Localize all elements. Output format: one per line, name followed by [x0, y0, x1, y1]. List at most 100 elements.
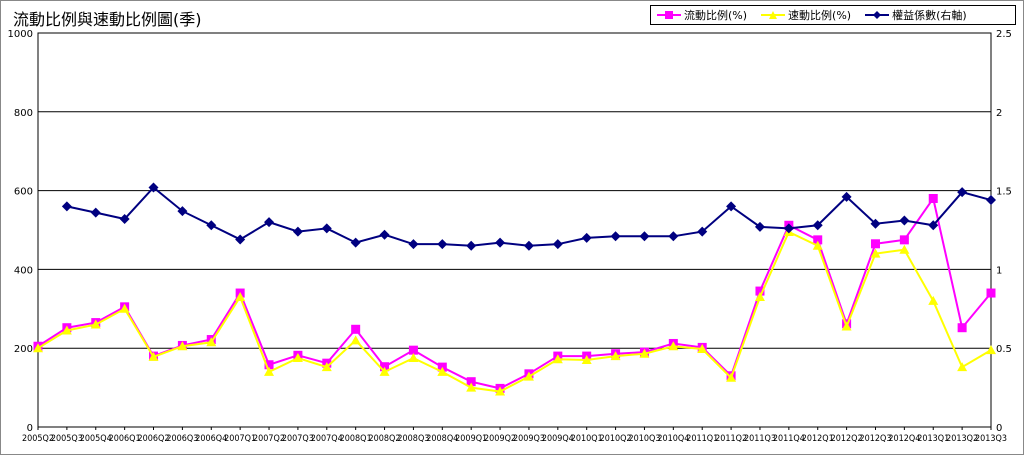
data-point-quick: [928, 295, 939, 305]
x-tick-label: 2011Q1: [686, 434, 718, 444]
data-point-quick: [754, 291, 765, 301]
data-point-quick: [812, 240, 823, 250]
data-point-quick: [119, 303, 130, 313]
x-tick-label: 2013Q1: [917, 434, 949, 444]
x-tick-label: 2008Q2: [369, 434, 401, 444]
data-point-quick: [437, 366, 448, 376]
x-tick-label: 2009Q1: [455, 434, 487, 444]
x-tick-label: 2006Q4: [195, 434, 227, 444]
data-point-quick: [986, 345, 996, 355]
data-point-equity: [552, 239, 563, 250]
data-point-quick: [841, 321, 852, 331]
data-point-quick: [264, 366, 275, 376]
data-point-current: [264, 360, 274, 370]
data-point-equity: [321, 223, 332, 234]
left-tick-label: 600: [14, 187, 33, 198]
left-tick-label: 200: [14, 344, 33, 355]
data-point-quick: [33, 343, 43, 353]
right-tick-label: 0.5: [996, 344, 1012, 355]
plot-area: [37, 32, 992, 428]
data-point-equity: [639, 231, 650, 242]
data-point-quick: [235, 291, 246, 301]
data-point-equity: [177, 206, 188, 217]
data-point-quick: [870, 248, 881, 258]
x-tick-label: 2005Q2: [22, 434, 54, 444]
x-tick-label: 2013Q3: [975, 434, 1007, 444]
data-point-current: [408, 345, 418, 355]
data-point-equity: [264, 217, 275, 228]
data-point-quick: [899, 244, 910, 254]
right-tick-label: 1: [996, 265, 1002, 276]
legend-swatch-current: [657, 10, 681, 20]
data-point-current: [755, 286, 765, 296]
chart-title: 流動比例與速動比例圖(季): [13, 10, 202, 29]
legend-item-quick: 速動比例(%): [761, 7, 851, 23]
data-point-equity: [379, 229, 390, 240]
series-line-3: [66, 186, 992, 247]
x-tick-label: 2005Q3: [51, 434, 83, 444]
data-point-quick: [148, 351, 159, 361]
right-tick-label: 2.5: [996, 29, 1012, 40]
data-point-quick: [639, 348, 650, 358]
data-point-quick: [408, 353, 419, 363]
legend-label-equity: 權益係數(右軸): [892, 9, 967, 22]
x-tick-label: 2010Q2: [600, 434, 632, 444]
data-point-current: [899, 235, 909, 245]
data-point-current: [870, 239, 880, 249]
data-point-quick: [177, 341, 188, 351]
right-tick-label: 2: [996, 108, 1002, 119]
data-point-equity: [957, 187, 968, 198]
legend-label-current: 流動比例(%): [684, 9, 748, 22]
data-point-quick: [379, 366, 390, 376]
legend-item-equity: 權益係數(右軸): [865, 7, 967, 23]
x-tick-label: 2012Q1: [802, 434, 834, 444]
data-point-quick: [726, 372, 737, 382]
data-point-equity: [408, 239, 419, 250]
data-point-current: [380, 362, 390, 372]
x-tick-label: 2011Q4: [773, 434, 805, 444]
data-point-equity: [495, 237, 506, 248]
data-point-equity: [928, 220, 939, 231]
data-point-equity: [841, 191, 852, 202]
data-point-current: [466, 377, 476, 387]
data-point-equity: [350, 237, 361, 248]
data-point-equity: [119, 213, 130, 224]
data-point-equity: [90, 207, 101, 218]
legend: 流動比例(%) 速動比例(%) 權益係數(右軸): [650, 5, 1016, 25]
data-point-quick: [61, 325, 72, 335]
left-tick-label: 800: [14, 108, 33, 119]
x-tick-label: 2006Q1: [109, 434, 141, 444]
data-point-quick: [321, 362, 332, 372]
x-tick-label: 2009Q2: [484, 434, 516, 444]
x-tick-label: 2012Q4: [888, 434, 920, 444]
x-tick-label: 2010Q4: [657, 434, 689, 444]
data-point-equity: [668, 231, 679, 242]
x-tick-label: 2008Q3: [397, 434, 429, 444]
data-point-quick: [697, 343, 708, 353]
x-tick-label: 2010Q1: [571, 434, 603, 444]
x-tick-label: 2007Q3: [282, 434, 314, 444]
data-point-quick: [668, 341, 679, 351]
x-tick-label: 2013Q2: [946, 434, 978, 444]
legend-item-current: 流動比例(%): [657, 7, 747, 23]
data-point-current: [957, 323, 967, 333]
data-point-equity: [754, 221, 765, 232]
data-point-current: [813, 235, 823, 245]
data-point-current: [351, 324, 361, 334]
x-tick-label: 2011Q3: [744, 434, 776, 444]
right-tick-label: 0: [996, 423, 1002, 434]
series-line-2: [37, 230, 992, 393]
data-point-equity: [697, 226, 708, 237]
legend-swatch-equity: [865, 10, 890, 20]
legend-label-quick: 速動比例(%): [788, 9, 852, 22]
data-point-quick: [523, 371, 534, 381]
data-point-equity: [437, 239, 448, 250]
x-tick-label: 2008Q1: [340, 434, 372, 444]
data-point-quick: [90, 319, 101, 329]
data-point-equity: [466, 240, 477, 251]
x-tick-label: 2007Q1: [224, 434, 256, 444]
data-point-current: [986, 288, 996, 298]
data-point-equity: [206, 220, 217, 231]
x-tick-label: 2010Q3: [628, 434, 660, 444]
